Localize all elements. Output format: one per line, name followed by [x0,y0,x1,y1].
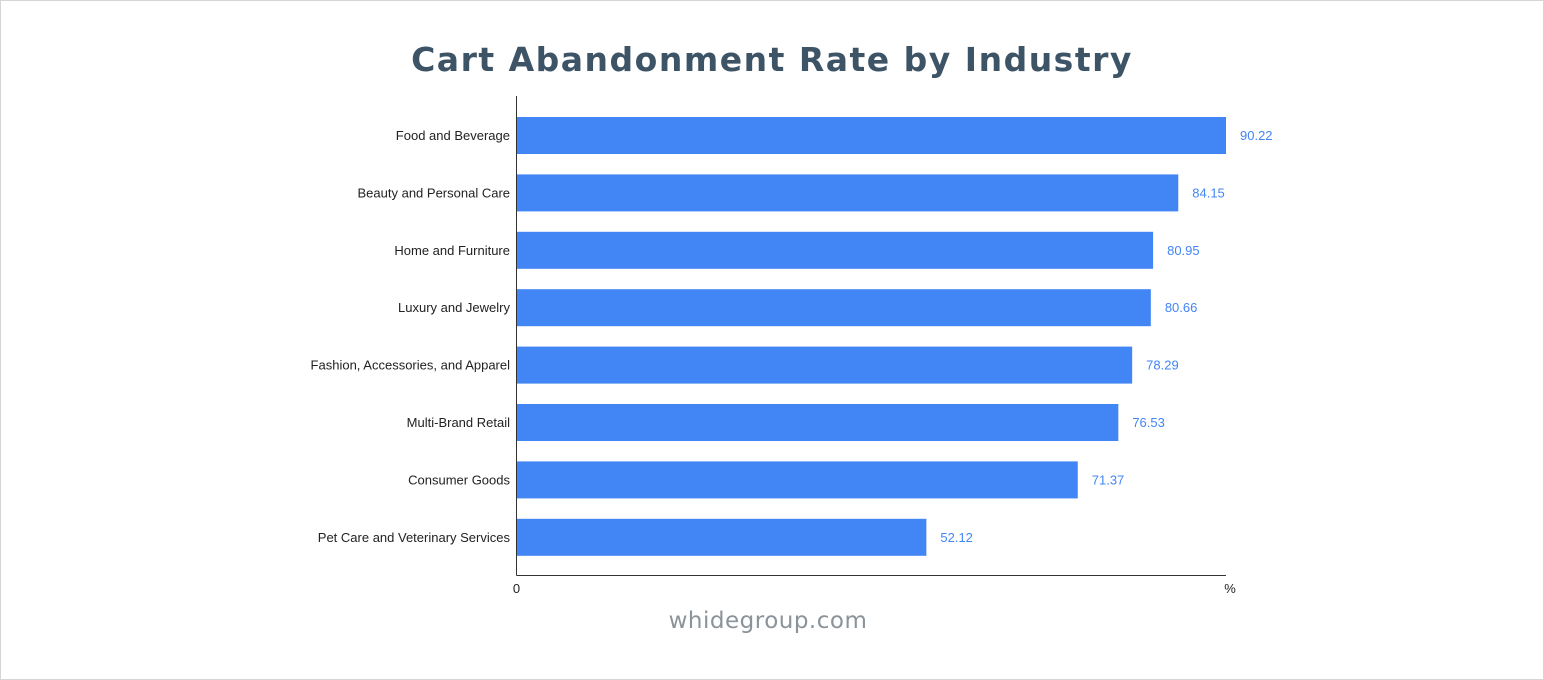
bar [516,461,1078,499]
value-label: 52.12 [940,530,973,545]
category-label: Food and Beverage [396,128,510,143]
watermark: whidegroup.com [668,608,868,634]
bar [516,117,1226,154]
bar [516,518,927,556]
bar [516,174,1179,212]
category-label: Beauty and Personal Care [358,185,510,200]
value-label: 84.15 [1192,185,1225,200]
axes-group: 0% [513,96,1236,596]
x-tick-label: % [1224,581,1236,596]
value-label: 80.95 [1167,243,1200,258]
category-label: Pet Care and Veterinary Services [318,530,511,545]
bars-group: Food and Beverage 90.22 Beauty and Persona… [311,117,1273,556]
value-label: 71.37 [1092,472,1125,487]
bar-chart: Food and Beverage 90.22 Beauty and Persona… [311,96,1273,596]
value-label: 76.53 [1132,415,1165,430]
x-tick-label: 0 [513,581,520,596]
bar [516,404,1119,441]
bar [516,231,1154,269]
value-label: 78.29 [1146,358,1179,373]
bar [516,289,1151,327]
bar [516,346,1133,384]
category-label: Luxury and Jewelry [398,300,510,315]
chart-title: Cart Abandonment Rate by Industry [411,40,1133,79]
category-label: Fashion, Accessories, and Apparel [311,358,511,373]
category-label: Home and Furniture [394,243,510,258]
value-label: 80.66 [1165,300,1198,315]
category-label: Consumer Goods [408,472,510,487]
value-label: 90.22 [1240,128,1273,143]
category-label: Multi-Brand Retail [407,415,510,430]
